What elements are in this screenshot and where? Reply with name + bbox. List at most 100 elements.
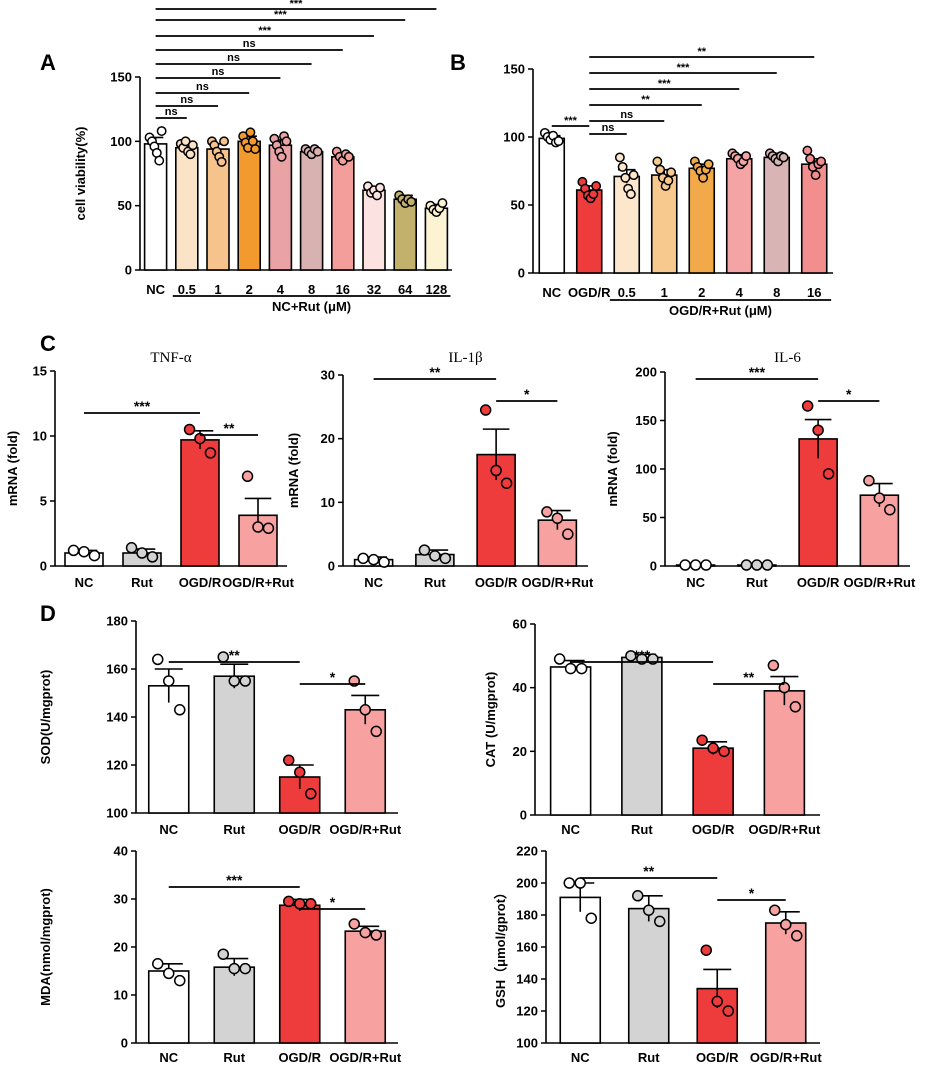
significance-label: * <box>524 386 530 402</box>
significance-label: ** <box>641 94 650 106</box>
data-point <box>283 895 295 908</box>
data-point <box>769 904 781 916</box>
data-point <box>643 904 655 916</box>
y-axis-label: mRNA (fold) <box>605 431 620 506</box>
significance-label: *** <box>658 78 672 90</box>
y-tick-label: 50 <box>643 510 657 525</box>
x-tick-label: NC <box>561 822 580 837</box>
data-point <box>88 549 101 562</box>
y-tick-label: 10 <box>114 988 128 1003</box>
y-tick-label: 5 <box>40 494 47 509</box>
data-point <box>194 432 206 445</box>
data-point <box>591 181 602 191</box>
x-tick-label: OGD/R <box>278 1050 321 1065</box>
y-tick-label: 0 <box>518 266 525 281</box>
data-point <box>689 559 702 571</box>
x-tick-label: Rut <box>424 575 446 590</box>
bar-nc <box>147 684 190 814</box>
significance-label: ns <box>243 38 256 50</box>
bar-ogd-r-rut <box>764 922 807 1044</box>
bar-8 <box>763 156 791 274</box>
x-tick-label: OGD/R <box>692 822 735 837</box>
data-point <box>620 172 631 183</box>
x-tick-label: OGD/R <box>179 575 222 590</box>
x-tick-label: 1 <box>661 285 668 300</box>
x-tick-label: NC <box>146 282 165 297</box>
data-point <box>294 766 306 778</box>
data-point <box>873 492 886 504</box>
x-tick-label: 2 <box>246 282 253 297</box>
data-point <box>305 898 317 910</box>
y-tick-label: 120 <box>516 1004 538 1019</box>
data-point <box>652 156 663 167</box>
y-tick-label: 0 <box>328 559 335 574</box>
bar-ogd-r-rut <box>344 930 387 1044</box>
data-point <box>740 559 753 571</box>
y-tick-label: 50 <box>118 198 132 213</box>
data-point <box>437 198 448 209</box>
data-point <box>367 553 380 566</box>
data-point <box>703 159 714 170</box>
data-point <box>564 662 577 675</box>
x-tick-label: NC <box>75 575 94 590</box>
x-tick-label: Rut <box>638 1050 660 1065</box>
chart-title: TNF-α <box>150 350 191 366</box>
y-axis-label: mRNA (fold) <box>5 431 20 506</box>
significance-label: ** <box>224 420 235 436</box>
data-point <box>614 152 625 163</box>
data-point <box>778 681 791 694</box>
x-tick-label: OGD/R+Rut <box>843 575 916 590</box>
y-axis-label: mRNA (fold) <box>286 433 301 508</box>
data-point <box>152 653 164 666</box>
significance-label: *** <box>226 872 243 888</box>
x-tick-label: Rut <box>223 822 245 837</box>
significance-label: *** <box>274 9 288 21</box>
y-tick-label: 0 <box>650 559 657 574</box>
data-point <box>125 542 138 554</box>
data-point <box>801 400 814 412</box>
data-point <box>146 551 159 563</box>
data-point <box>751 559 763 571</box>
significance-label: *** <box>634 647 651 663</box>
chart-d1: 100 120 140 160 180 SOD(U/mgprot) NC Rut OGD/R OG… <box>38 614 402 838</box>
data-point <box>700 944 712 956</box>
significance-label: ns <box>180 94 193 106</box>
x-tick-label: NC <box>159 1050 178 1065</box>
bar-32 <box>362 189 386 271</box>
data-point <box>375 182 385 193</box>
x-tick-label: 128 <box>426 282 448 297</box>
chart-title: IL-1β <box>448 350 482 366</box>
data-point <box>761 559 774 571</box>
data-point <box>741 151 752 161</box>
data-point <box>262 522 275 535</box>
panel-label-b: B <box>450 50 466 75</box>
y-tick-label: 10 <box>33 429 47 444</box>
y-tick-label: 50 <box>511 198 525 213</box>
bar-64 <box>393 198 418 271</box>
x-tick-label: 0.5 <box>178 282 196 297</box>
y-tick-label: 40 <box>513 680 527 695</box>
bar-4 <box>725 157 753 274</box>
data-point <box>152 958 164 970</box>
x-tick-label: NC <box>571 1050 590 1065</box>
y-tick-label: 20 <box>114 940 128 955</box>
bar-8 <box>299 150 324 271</box>
data-point <box>490 464 502 477</box>
data-point <box>217 651 229 663</box>
panel-label-a: A <box>40 50 56 75</box>
data-point <box>500 477 513 489</box>
chart-d2: 0 20 40 60 CAT (U/mgprot) NC Rut OGD/R OGD/R+Rut… <box>483 617 821 838</box>
data-point <box>78 545 90 558</box>
bar-ogd-r <box>798 438 838 567</box>
x-tick-label: NC <box>159 822 178 837</box>
y-tick-label: 100 <box>635 462 657 477</box>
data-point <box>406 196 417 207</box>
data-point <box>625 650 637 662</box>
chart-d3: 0 10 20 30 40 MDA(nmol/mgprot) NC Rut OGD/R OGD/R… <box>38 844 402 1065</box>
data-point <box>551 512 564 524</box>
data-point <box>187 140 198 151</box>
data-point <box>370 929 382 941</box>
y-axis-label: MDA(nmol/mgprot) <box>38 888 53 1006</box>
y-tick-label: 160 <box>516 940 538 955</box>
data-point <box>163 675 175 687</box>
